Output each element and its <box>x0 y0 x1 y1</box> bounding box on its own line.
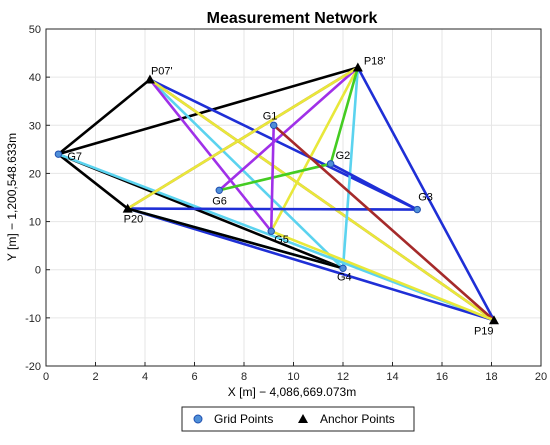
grid-point-marker <box>339 264 347 272</box>
grid-point-marker <box>215 186 223 194</box>
grid-point-label: G1 <box>263 110 278 122</box>
edge-G1-G5 <box>269 123 276 233</box>
legend-box <box>181 406 415 432</box>
legend-anchor-point-marker <box>298 414 308 423</box>
y-tick-label: 10 <box>29 217 41 229</box>
grid-point-label: G2 <box>336 150 351 162</box>
grid-point-marker <box>270 121 278 129</box>
edge-G7-P18 <box>57 66 360 156</box>
x-tick-label: 18 <box>485 371 497 383</box>
x-tick-label: 0 <box>43 371 49 383</box>
anchor-point-label: P18' <box>364 56 386 68</box>
legend-grid-point-label: Grid Points <box>214 412 273 426</box>
edge-P18-G4 <box>341 66 360 270</box>
grid-point-marker <box>413 205 421 214</box>
x-tick-label: 6 <box>191 371 197 383</box>
anchor-point-marker <box>122 203 133 213</box>
anchor-point-marker <box>144 74 155 84</box>
y-tick-label: 20 <box>29 168 41 180</box>
edge-P20-P19 <box>126 207 496 322</box>
anchor-point-label: P07' <box>151 66 173 78</box>
grid-point-marker <box>267 227 275 235</box>
legend-anchor-point-label: Anchor Points <box>320 412 395 426</box>
grid-point-marker <box>326 160 335 168</box>
y-tick-label: 0 <box>35 265 41 277</box>
legend: Grid Points Anchor Points <box>181 406 415 432</box>
y-tick-label: -20 <box>25 361 41 373</box>
x-axis-label: X [m] − 4,086,669.073m <box>228 385 356 399</box>
chart-title: Measurement Network <box>207 10 378 27</box>
grid-point-label: G4 <box>337 271 352 283</box>
edge-P18-G6 <box>217 66 360 192</box>
anchor-point-marker <box>488 315 499 325</box>
x-tick-label: 14 <box>386 371 398 383</box>
x-tick-label: 2 <box>92 371 98 383</box>
y-tick-label: 30 <box>29 120 41 132</box>
x-tick-label: 20 <box>535 371 547 383</box>
grid-lines <box>45 28 542 367</box>
y-axis-label: Y [m] − 1,200,548.633m <box>5 133 19 261</box>
edge-P07-G3 <box>148 78 419 211</box>
grid-point-label: G6 <box>212 195 227 207</box>
edge-G7-P20 <box>57 152 129 210</box>
x-tick-label: 4 <box>142 371 148 383</box>
edge-G2-G3 <box>329 162 419 211</box>
anchor-point-label: P20 <box>124 214 144 226</box>
edge-P20-P18 <box>126 66 360 210</box>
anchor-point-label: P19 <box>474 325 494 337</box>
network-nodes: G1 G2 G3 G4 G5 G6 G7 P07' P18' P19 P20 <box>54 56 499 337</box>
edge-P18-G2 <box>329 66 360 166</box>
axis-ticks: 0 2 4 6 8 10 12 14 16 18 20 -20 -10 0 10 20 30 40 50 <box>25 24 547 383</box>
y-tick-label: -10 <box>25 313 41 325</box>
edge-G1-P19 <box>272 123 496 322</box>
edge-P07-G5 <box>148 78 273 233</box>
anchor-point-marker <box>352 62 363 72</box>
x-tick-label: 10 <box>287 371 299 383</box>
y-tick-label: 40 <box>29 72 41 84</box>
grid-point-label: G5 <box>274 234 289 246</box>
edge-P07-P19 <box>148 78 496 322</box>
grid-point-label: G3 <box>418 192 433 204</box>
edge-G4-P20 <box>126 207 345 270</box>
edge-P07-G4 <box>148 78 345 270</box>
network-edges <box>57 66 496 322</box>
grid-point-marker <box>54 150 63 158</box>
edge-G6-G2 <box>217 162 332 192</box>
edge-P18-G5 <box>269 66 360 233</box>
grid-point-label: G7 <box>67 151 82 163</box>
y-tick-label: 50 <box>29 24 41 36</box>
edge-G5-P19 <box>269 229 496 322</box>
legend-grid-point-marker <box>193 414 203 424</box>
x-tick-label: 8 <box>241 371 247 383</box>
edge-G7-P07 <box>57 78 152 156</box>
x-tick-label: 12 <box>337 371 349 383</box>
edge-P18-P19 <box>356 66 496 322</box>
x-tick-label: 16 <box>436 371 448 383</box>
